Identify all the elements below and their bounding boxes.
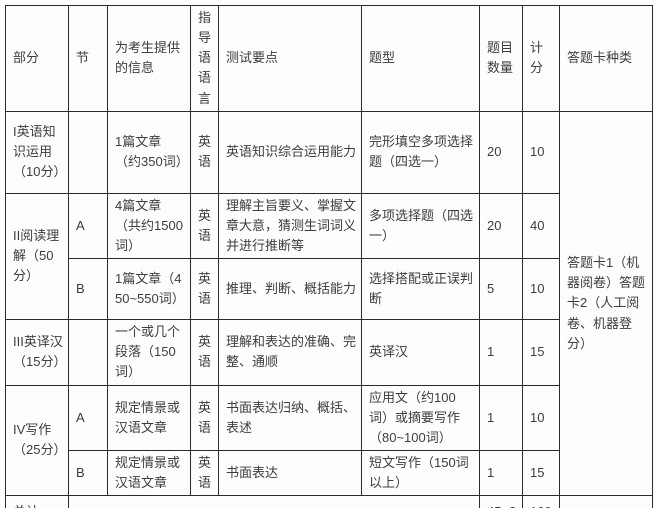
cell-total-count: 45+3 — [479, 495, 523, 508]
table-row: II阅读理解（50分） A 4篇文章（共约1500词） 英语 理解主旨要义、掌握… — [5, 192, 653, 321]
table-row: B 规定情景或汉语文章 英语 书面表达 短文写作（150词以上） 1 15 — [6, 449, 653, 497]
cell-test-points: 英语知识综合运用能力 — [218, 110, 362, 194]
cell-question-count: 20 — [479, 110, 523, 194]
cell-language: 英语 — [190, 384, 219, 451]
cell-total-spacer — [68, 495, 480, 508]
cell-test-points: 书面表达归纳、概括、表述 — [218, 384, 362, 451]
cell-total-answer-card — [559, 495, 653, 508]
cell-language: 英语 — [190, 449, 219, 497]
cell-info: 1篇文章（约350词） — [107, 110, 191, 194]
table-row: IV写作（25分） A 规定情景或汉语文章 英语 书面表达归纳、概括、表述 应用… — [5, 384, 653, 497]
cell-part: III英译汉（15分） — [5, 319, 69, 386]
header-section: 节 — [68, 5, 108, 112]
cell-question-count: 1 — [479, 384, 523, 451]
table-row: III英译汉（15分） 一个或几个段落（150词） 英语 理解和表达的准确、完整… — [5, 319, 653, 386]
cell-test-points: 书面表达 — [218, 449, 362, 497]
header-test-points: 测试要点 — [218, 5, 362, 112]
cell-language: 英语 — [190, 319, 219, 386]
cell-test-points: 理解主旨要义、掌握文章大意，猜测生词词义并进行推断等 — [218, 192, 362, 260]
exam-structure-table: 部分 节 为考生提供的信息 指导语语言 测试要点 题型 题目数量 计分 答题卡种… — [5, 5, 653, 508]
cell-question-type: 多项选择题（四选一） — [361, 192, 480, 260]
cell-total-score: 100 — [522, 495, 560, 508]
cell-score: 10 — [522, 258, 560, 321]
cell-language: 英语 — [190, 258, 219, 321]
cell-info: 1篇文章（450~550词） — [107, 258, 191, 321]
table-row: I英语知识运用（10分） 1篇文章（约350词） 英语 英语知识综合运用能力 完… — [5, 110, 653, 497]
cell-info: 一个或几个段落（150词） — [107, 319, 191, 386]
table-row: B 1篇文章（450~550词） 英语 推理、判断、概括能力 选择搭配或正误判断… — [6, 258, 653, 321]
header-answer-card-type: 答题卡种类 — [559, 5, 653, 112]
cell-part: IV写作（25分） — [5, 384, 69, 497]
cell-question-type: 短文写作（150词以上） — [361, 449, 480, 497]
header-score: 计分 — [522, 5, 560, 112]
cell-score: 15 — [522, 319, 560, 386]
cell-question-count: 1 — [479, 319, 523, 386]
cell-question-count: 5 — [479, 258, 523, 321]
cell-info: 规定情景或汉语文章 — [107, 449, 191, 497]
cell-language: 英语 — [190, 110, 219, 194]
total-row: 总计 45+3 100 — [5, 495, 653, 508]
cell-section: A — [68, 192, 108, 260]
cell-score: 40 — [522, 192, 560, 260]
cell-part: I英语知识运用（10分） — [5, 110, 69, 194]
cell-info: 4篇文章（共约1500词） — [107, 192, 191, 260]
cell-score: 10 — [522, 110, 560, 194]
cell-question-type: 应用文（约100词）或摘要写作（80~100词） — [361, 384, 480, 451]
header-row: 部分 节 为考生提供的信息 指导语语言 测试要点 题型 题目数量 计分 答题卡种… — [5, 5, 653, 112]
cell-section: B — [68, 449, 108, 497]
cell-question-type: 英译汉 — [361, 319, 480, 386]
cell-score: 10 — [522, 384, 560, 451]
cell-question-count: 20 — [479, 192, 523, 260]
cell-test-points: 理解和表达的准确、完整、通顺 — [218, 319, 362, 386]
cell-part: II阅读理解（50分） — [5, 192, 69, 321]
cell-language: 英语 — [190, 192, 219, 260]
cell-total-label: 总计 — [5, 495, 69, 508]
header-question-type: 题型 — [361, 5, 480, 112]
cell-question-type: 选择搭配或正误判断 — [361, 258, 480, 321]
header-instruction-language: 指导语语言 — [190, 5, 219, 112]
cell-answer-card: 答题卡1（机器阅卷）答题卡2（人工阅卷、机器登分） — [559, 110, 653, 497]
cell-section — [68, 110, 108, 194]
cell-section — [68, 319, 108, 386]
cell-question-count: 1 — [479, 449, 523, 497]
cell-test-points: 推理、判断、概括能力 — [218, 258, 362, 321]
cell-score: 15 — [522, 449, 560, 497]
header-part: 部分 — [5, 5, 69, 112]
cell-section: B — [68, 258, 108, 321]
cell-info: 规定情景或汉语文章 — [107, 384, 191, 451]
cell-question-type: 完形填空多项选择题（四选一） — [361, 110, 480, 194]
header-question-count: 题目数量 — [479, 5, 523, 112]
cell-section: A — [68, 384, 108, 451]
header-info: 为考生提供的信息 — [107, 5, 191, 112]
